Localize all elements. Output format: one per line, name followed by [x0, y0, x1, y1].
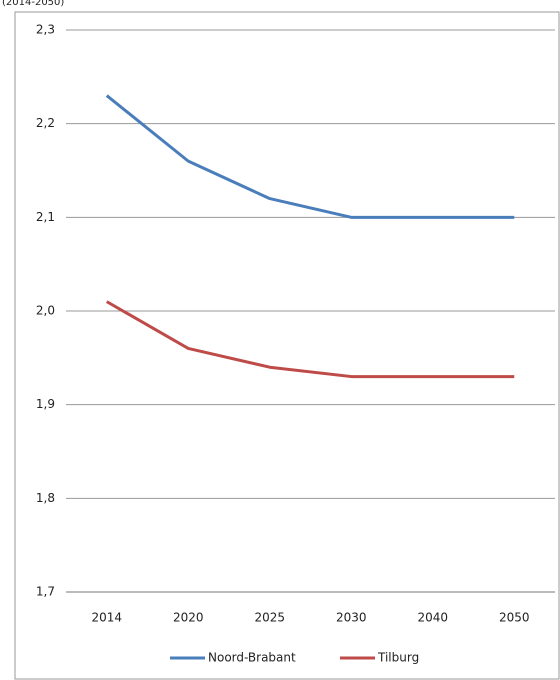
chart-border	[14, 11, 560, 680]
y-tick-label: 2,2	[36, 116, 55, 130]
y-tick-label: 1,7	[36, 585, 55, 599]
series-line	[106, 300, 515, 379]
series-line	[105, 94, 515, 219]
y-tick-label: 2,0	[36, 304, 55, 318]
x-tick-label: 2050	[499, 611, 530, 625]
x-tick-label: 2040	[417, 611, 448, 625]
chart-subtitle: (2014-2050)	[2, 0, 64, 8]
legend-label: Noord-Brabant	[208, 651, 296, 665]
legend-label: Tilburg	[377, 651, 419, 665]
y-tick-label: 2,1	[36, 210, 55, 224]
y-tick-label: 1,9	[36, 397, 55, 411]
x-tick-label: 2030	[336, 611, 367, 625]
x-tick-label: 2025	[254, 611, 285, 625]
y-tick-label: 2,3	[36, 23, 55, 37]
x-tick-label: 2020	[173, 611, 204, 625]
y-tick-label: 1,8	[36, 491, 55, 505]
x-tick-label: 2014	[91, 611, 122, 625]
